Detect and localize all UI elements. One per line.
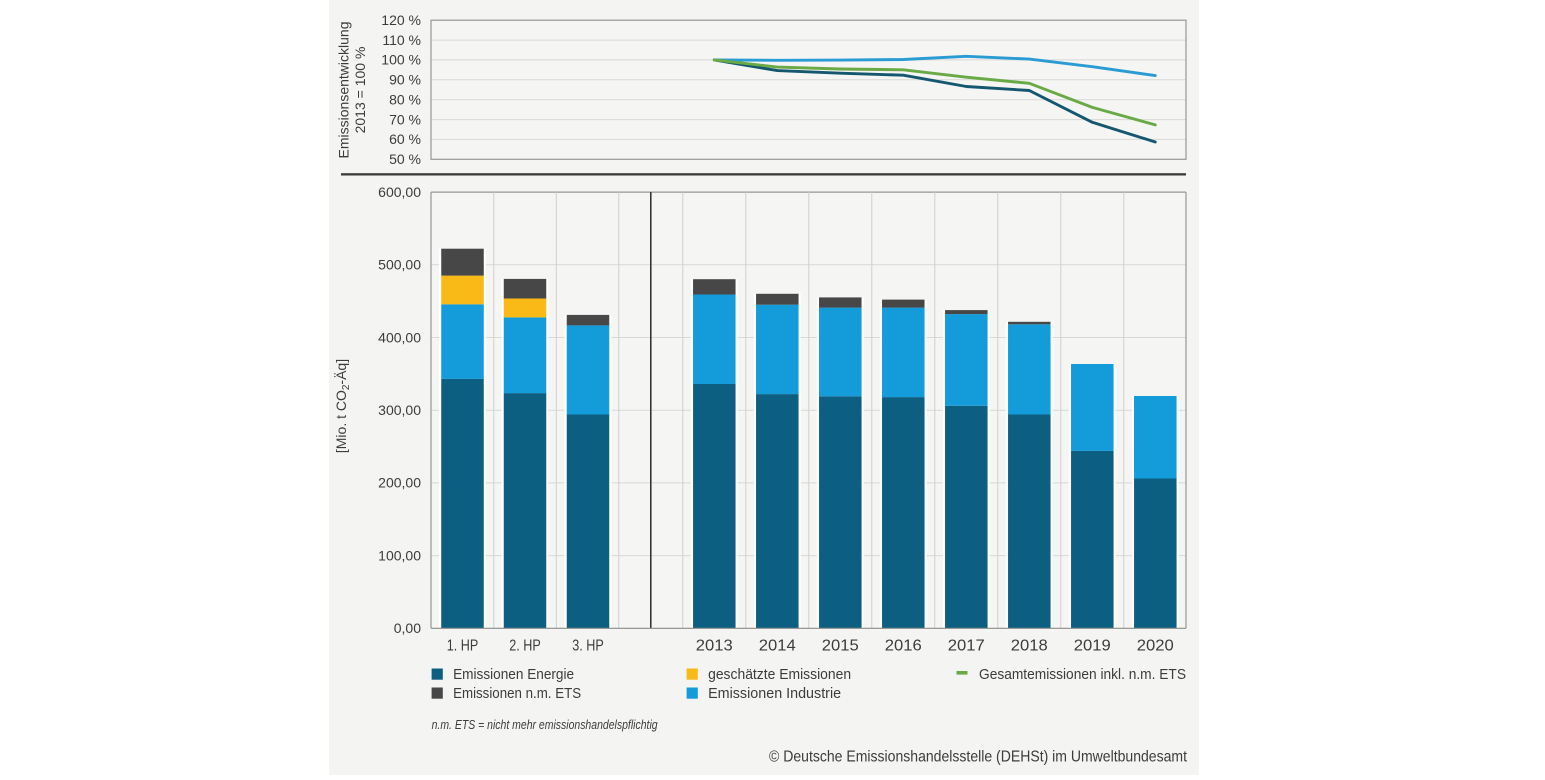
svg-text:400,00: 400,00: [378, 329, 421, 345]
svg-text:120 %: 120 %: [381, 12, 421, 28]
svg-text:2013 = 100 %: 2013 = 100 %: [352, 47, 368, 134]
svg-text:80 %: 80 %: [389, 92, 421, 108]
svg-text:2017: 2017: [948, 638, 985, 655]
svg-text:Emissionen Industrie: Emissionen Industrie: [708, 685, 841, 702]
svg-text:2014: 2014: [759, 638, 796, 655]
svg-text:600,00: 600,00: [378, 184, 421, 200]
svg-text:1. HP: 1. HP: [447, 638, 479, 655]
svg-text:100 %: 100 %: [381, 52, 421, 68]
svg-text:2018: 2018: [1011, 638, 1048, 655]
svg-text:2013: 2013: [696, 638, 733, 655]
svg-text:© Deutsche Emissionshandelsste: © Deutsche Emissionshandelsstelle (DEHSt…: [769, 749, 1187, 766]
svg-text:Gesamtemissionen inkl. n.m. ET: Gesamtemissionen inkl. n.m. ETS: [979, 666, 1186, 683]
svg-text:500,00: 500,00: [378, 257, 421, 273]
svg-text:Emissionen n.m. ETS: Emissionen n.m. ETS: [453, 685, 581, 702]
svg-text:2020: 2020: [1137, 638, 1174, 655]
svg-text:3. HP: 3. HP: [572, 638, 604, 655]
svg-text:300,00: 300,00: [378, 402, 421, 418]
svg-text:Emissionsentwicklung: Emissionsentwicklung: [336, 22, 352, 159]
svg-text:50 %: 50 %: [389, 151, 421, 167]
svg-text:2. HP: 2. HP: [509, 638, 541, 655]
svg-text:200,00: 200,00: [378, 475, 421, 491]
svg-text:90 %: 90 %: [389, 72, 421, 88]
svg-text:0,00: 0,00: [394, 620, 421, 636]
svg-text:70 %: 70 %: [389, 111, 421, 127]
svg-text:[Mio. t CO2-Äq]: [Mio. t CO2-Äq]: [333, 359, 352, 453]
svg-text:60 %: 60 %: [389, 131, 421, 147]
svg-text:geschätzte Emissionen: geschätzte Emissionen: [708, 666, 851, 683]
svg-text:100,00: 100,00: [378, 547, 421, 563]
svg-text:n.m. ETS = nicht mehr emission: n.m. ETS = nicht mehr emissionshandelspf…: [432, 717, 659, 732]
svg-text:110 %: 110 %: [382, 32, 421, 48]
svg-text:2015: 2015: [822, 638, 859, 655]
svg-text:Emissionen Energie: Emissionen Energie: [453, 666, 574, 683]
svg-text:2019: 2019: [1074, 638, 1111, 655]
svg-text:2016: 2016: [885, 638, 922, 655]
